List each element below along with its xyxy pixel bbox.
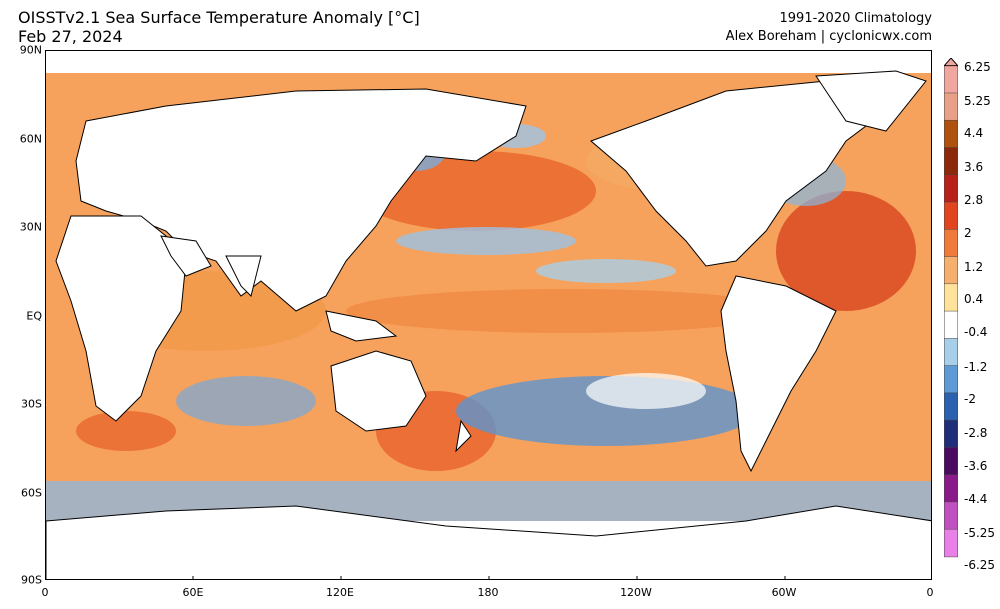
colorbar-cell [944, 419, 958, 449]
cbar-label-neg2: -2 [964, 392, 976, 406]
lon-label-0-west: 0 [41, 586, 49, 599]
cbar-label-5.25: 5.25 [964, 94, 991, 108]
cbar-label-0.4: 0.4 [964, 292, 984, 306]
maritime-continent-land [325, 310, 398, 342]
colorbar-cell [944, 229, 958, 258]
cbar-label-2.8: 2.8 [964, 193, 984, 207]
antarctica-land [46, 505, 931, 579]
colorbar-cell [944, 174, 958, 203]
colorbar-cell [944, 528, 958, 558]
lon-label-180: 180 [477, 586, 499, 599]
cbar-label-3.6: 3.6 [964, 160, 984, 174]
colorbar-cell [944, 147, 958, 176]
map-canvas [46, 51, 931, 579]
cbar-label-4.4: 4.4 [964, 126, 984, 140]
climatology-label: 1991-2020 Climatology [779, 11, 932, 26]
cbar-label-neg1.2: -1.2 [964, 360, 988, 374]
land-masses [46, 70, 931, 579]
cbar-label-6.25: 6.25 [964, 60, 991, 74]
title-line-1: OISSTv2.1 Sea Surface Temperature Anomal… [18, 8, 420, 27]
colorbar-cell [944, 92, 958, 121]
cbar-label-neg6.25: -6.25 [964, 558, 996, 572]
colorbar-cells [944, 65, 958, 558]
arctic-ice [46, 51, 931, 73]
colorbar-cell [944, 447, 958, 476]
author-credit: Alex Boreham | cyclonicwx.com [725, 29, 932, 44]
colorbar-cell [944, 256, 958, 285]
lat-label-90s: 90S [21, 573, 42, 587]
colorbar-cell [944, 365, 958, 394]
colorbar-cell [944, 283, 958, 312]
colorbar [944, 58, 958, 558]
lat-label-90n: 90N [19, 43, 42, 57]
india-land [225, 255, 262, 297]
lon-label-60w: 60W [771, 586, 797, 599]
cbar-label-neg5.25: -5.25 [964, 526, 996, 540]
north-america-land [590, 80, 908, 267]
colorbar-cell [944, 310, 958, 340]
lon-label-120w: 120W [620, 586, 652, 599]
lon-label-120e: 120E [326, 586, 354, 599]
cbar-label-neg3.6: -3.6 [964, 459, 988, 473]
lat-label-60s: 60S [21, 486, 42, 500]
colorbar-cell [944, 119, 958, 149]
lon-label-60e: 60E [182, 586, 204, 599]
cbar-label-neg4.4: -4.4 [964, 492, 988, 506]
new-zealand-land [455, 419, 472, 453]
australia-land [330, 350, 427, 432]
graticule-ticks [192, 576, 786, 579]
colorbar-cell [944, 201, 958, 231]
sst-anomaly-map [45, 50, 932, 580]
lat-label-30s: 30S [21, 397, 42, 411]
colorbar-cell [944, 392, 958, 421]
colorbar-cell [944, 65, 958, 94]
colorbar-cell [944, 474, 958, 503]
title-date: Feb 27, 2024 [18, 27, 123, 46]
figure-title: OISSTv2.1 Sea Surface Temperature Anomal… [18, 8, 420, 46]
lat-label-60n: 60N [19, 132, 42, 146]
cbar-label-neg0.4: -0.4 [964, 325, 988, 339]
africa-land [55, 215, 187, 422]
colorbar-cell [944, 501, 958, 530]
arabia-land [160, 235, 212, 277]
lat-label-eq: EQ [26, 309, 42, 323]
cbar-label-1.2: 1.2 [964, 260, 984, 274]
cbar-label-neg2.8: -2.8 [964, 426, 988, 440]
cbar-label-2: 2 [964, 226, 972, 240]
lon-label-0-east: 0 [926, 586, 934, 599]
south-america-land [720, 275, 837, 473]
greenland-land [815, 70, 927, 132]
colorbar-top-arrow [944, 58, 958, 67]
figure-credits: 1991-2020 Climatology Alex Boreham | cyc… [726, 10, 932, 46]
colorbar-cell [944, 338, 958, 367]
lat-label-30n: 30N [19, 220, 42, 234]
